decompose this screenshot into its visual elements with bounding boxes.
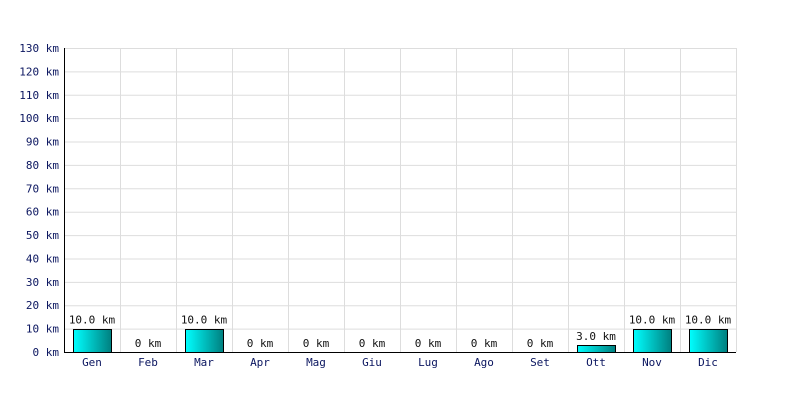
data-label: 0 km xyxy=(415,337,442,350)
y-tick-label: 80 km xyxy=(26,159,59,172)
x-tick-label: Mar xyxy=(194,356,214,369)
bar-ott xyxy=(577,345,616,353)
bar-nov xyxy=(633,329,672,353)
grid xyxy=(64,48,737,352)
y-tick-label: 130 km xyxy=(19,42,59,55)
data-label: 10.0 km xyxy=(69,314,116,327)
x-tick-label: Feb xyxy=(138,356,158,369)
data-label: 10.0 km xyxy=(629,314,676,327)
data-label: 10.0 km xyxy=(685,314,732,327)
y-tick-label: 20 km xyxy=(26,299,59,312)
data-labels: 10.0 km 0 km 10.0 km 0 km 0 km 0 km 0 km 0 km 0 … xyxy=(69,314,732,350)
x-tick-label: Ott xyxy=(586,356,606,369)
x-tick-label: Dic xyxy=(698,356,718,369)
y-tick-label: 110 km xyxy=(19,89,59,102)
y-tick-label: 70 km xyxy=(26,182,59,195)
x-tick-label: Set xyxy=(530,356,550,369)
bar-gen xyxy=(73,329,112,353)
x-tick-label: Ago xyxy=(474,356,494,369)
axes xyxy=(64,48,736,353)
y-tick-label: 60 km xyxy=(26,206,59,219)
bar-mar xyxy=(185,329,224,353)
data-label: 0 km xyxy=(359,337,386,350)
y-tick-label: 40 km xyxy=(26,252,59,265)
y-tick-label: 50 km xyxy=(26,229,59,242)
y-tick-label: 0 km xyxy=(33,346,60,359)
x-tick-label: Apr xyxy=(250,356,270,369)
data-label: 0 km xyxy=(247,337,274,350)
x-tick-label: Gen xyxy=(82,356,102,369)
x-tick-label: Nov xyxy=(642,356,662,369)
y-tick-labels: 0 km 10 km 20 km 30 km 40 km 50 km 60 km 70 km 8… xyxy=(19,42,59,359)
bar-dic xyxy=(689,329,728,353)
y-tick-label: 100 km xyxy=(19,112,59,125)
x-tick-label: Lug xyxy=(418,356,438,369)
y-tick-label: 90 km xyxy=(26,136,59,149)
data-label: 0 km xyxy=(303,337,330,350)
x-tick-labels: Gen Feb Mar Apr Mag Giu Lug Ago Set Ott Nov Dic xyxy=(82,356,718,369)
data-label: 0 km xyxy=(527,337,554,350)
x-tick-label: Mag xyxy=(306,356,326,369)
data-label: 0 km xyxy=(135,337,162,350)
y-tick-label: 120 km xyxy=(19,65,59,78)
data-label: 0 km xyxy=(471,337,498,350)
data-label: 3.0 km xyxy=(576,330,616,343)
data-label: 10.0 km xyxy=(181,314,228,327)
bars xyxy=(73,329,728,353)
y-tick-label: 10 km xyxy=(26,323,59,336)
y-tick-label: 30 km xyxy=(26,276,59,289)
x-tick-label: Giu xyxy=(362,356,382,369)
